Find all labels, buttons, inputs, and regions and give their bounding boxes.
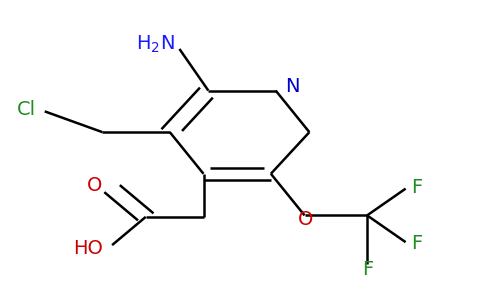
Text: O: O xyxy=(298,210,313,229)
Text: Cl: Cl xyxy=(17,100,36,119)
Text: HO: HO xyxy=(74,239,104,258)
Text: F: F xyxy=(411,234,423,253)
Text: F: F xyxy=(411,178,423,197)
Text: O: O xyxy=(87,176,103,195)
Text: F: F xyxy=(363,260,374,279)
Text: H$_2$N: H$_2$N xyxy=(136,34,175,55)
Text: N: N xyxy=(285,77,300,97)
